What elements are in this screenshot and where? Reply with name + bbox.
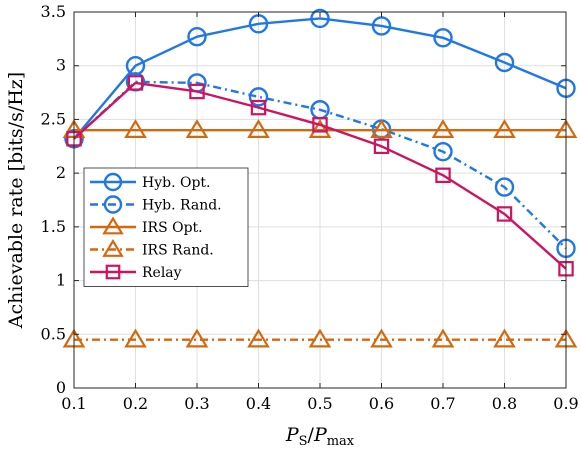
series-line [73,81,567,270]
y-tick-label: 0.5 [41,324,66,343]
data-point [370,328,393,348]
y-tick-label: 2.5 [41,109,66,128]
y-tick-label: 1.5 [41,217,66,236]
legend-marker [103,172,123,192]
legend-item: IRS Rand. [90,238,214,259]
legend-label: IRS Rand. [142,243,214,259]
data-point [433,141,453,162]
data-point [493,328,516,348]
x-tick-label: 0.3 [184,394,209,413]
data-point [127,75,144,91]
x-tick-label: 0.2 [123,394,148,413]
legend-label: Hyb. Rand. [142,198,222,214]
data-point [310,8,330,29]
x-tick-label: 0.8 [492,394,517,413]
data-point [124,119,147,138]
data-point [185,328,209,348]
x-tick-label: 0.7 [430,394,455,413]
legend-item: Hyb. Opt. [90,172,211,192]
data-point [189,83,205,100]
legend-marker [105,264,121,280]
data-point [248,87,269,107]
data-point [308,328,332,348]
data-point [247,328,270,348]
series-3 [62,328,578,348]
series-2 [62,119,578,138]
data-point [312,117,328,133]
data-point [185,119,209,138]
legend: Hyb. Opt. Hyb. Rand. IRS Opt. IRS Rand. Rela… [83,167,249,287]
y-tick-label: 0 [56,378,66,397]
data-point [494,177,515,197]
data-point [124,328,147,348]
legend-label: Hyb. Opt. [142,175,211,191]
data-point [371,16,392,36]
legend-label: Relay [142,265,182,281]
y-axis-label: Achievable rate [bits/s/Hz] [5,72,27,329]
data-point [247,119,270,138]
data-point [433,28,453,48]
legend-item: Relay [90,264,182,281]
x-label-slash: / [308,424,315,446]
y-tick-label: 1 [56,271,66,290]
y-tick-label: 2 [56,163,66,182]
x-tick-label: 0.1 [61,394,86,413]
y-tick-label: 3 [56,56,66,75]
data-point [373,138,390,155]
series-line [73,80,567,250]
x-label-sub2: max [327,434,355,449]
x-label-main2: P [313,424,328,446]
data-point [431,119,455,138]
legend-marker [102,238,124,257]
x-tick-label: 0.9 [553,394,578,413]
data-point [187,27,207,47]
series-line [73,17,567,140]
data-point [494,52,515,73]
data-point [435,167,451,184]
legend-label: IRS Opt. [142,220,203,236]
x-label-main: P [285,424,300,446]
ticks: 0.1 0.2 0.3 0.4 0.5 0.6 0.7 0.8 0.9 0 0.5 1 1.5 2 2.5 3… [41,2,579,413]
x-tick-label: 0.6 [369,394,394,413]
legend-item: IRS Opt. [90,216,203,236]
data-point [431,328,455,348]
data-point [308,119,332,138]
legend-marker [103,195,123,214]
data-point [496,206,513,222]
legend-marker [102,216,124,235]
legend-item: Hyb. Rand. [90,195,222,214]
data-point [370,119,393,138]
y-tick-label: 3.5 [41,2,66,21]
data-point [250,99,267,116]
x-label-sub1: S [299,434,308,449]
x-tick-label: 0.5 [307,394,332,413]
x-axis-label: PS/Pmax [285,424,355,449]
data-point [493,119,516,138]
x-tick-label: 0.4 [246,394,271,413]
